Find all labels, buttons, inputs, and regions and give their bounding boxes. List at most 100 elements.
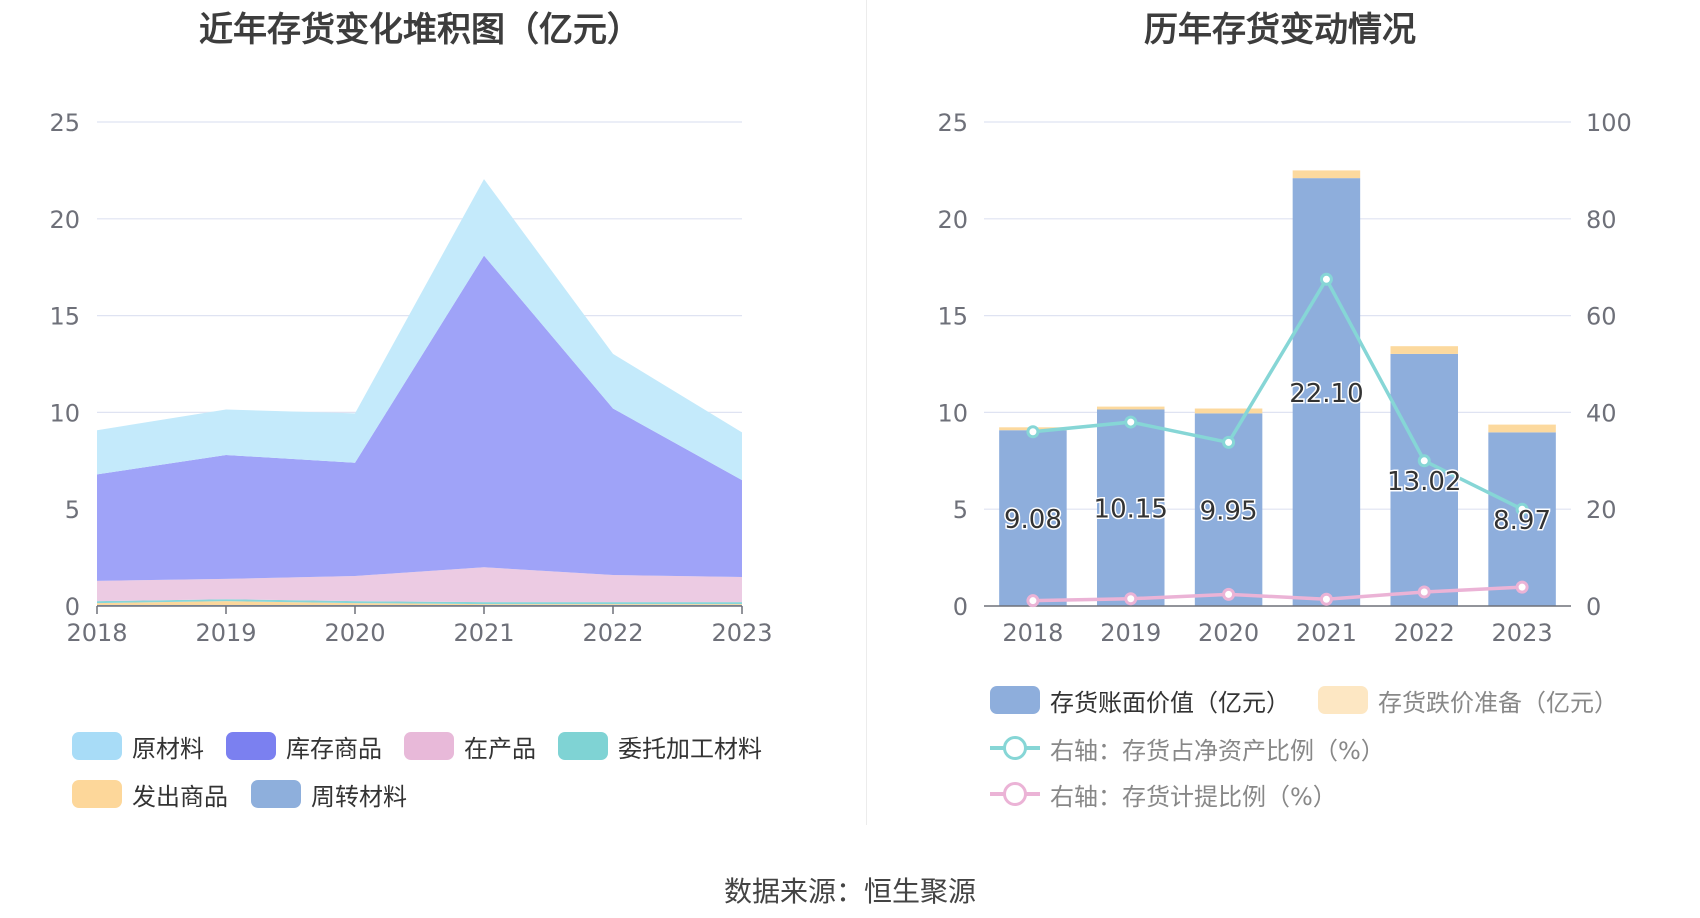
x-tick-label: 2022 bbox=[1394, 619, 1455, 647]
bar-存货跌价准备（亿元） bbox=[1292, 170, 1361, 179]
legend-label: 存货账面价值（亿元） bbox=[1050, 688, 1290, 717]
legend-label: 周转材料 bbox=[311, 782, 407, 811]
legend-swatch bbox=[990, 734, 1040, 762]
x-tick-label: 2018 bbox=[1002, 619, 1063, 647]
legend-label: 发出商品 bbox=[132, 782, 228, 811]
line-point bbox=[1124, 415, 1138, 429]
bar-存货跌价准备（亿元） bbox=[1488, 424, 1556, 433]
legend-item[interactable]: 存货跌价准备（亿元） bbox=[1318, 683, 1618, 717]
line-右轴：存货占净资产比例（%） bbox=[1032, 275, 1523, 511]
x-tick-label: 2022 bbox=[582, 619, 643, 647]
x-tick-label: 2021 bbox=[453, 619, 514, 647]
legend-item[interactable]: 库存商品 bbox=[226, 729, 382, 763]
bar-value-label: 9.95 bbox=[1200, 497, 1258, 527]
legend-item[interactable]: 在产品 bbox=[404, 729, 536, 763]
y-tick-label: 25 bbox=[937, 109, 968, 137]
bar-存货账面价值（亿元） bbox=[1488, 432, 1556, 606]
legend-item[interactable]: 周转材料 bbox=[251, 777, 407, 811]
line-point bbox=[1124, 592, 1138, 606]
line-point bbox=[1515, 580, 1529, 594]
bar-存货跌价准备（亿元） bbox=[1096, 406, 1165, 410]
line-point bbox=[1222, 435, 1236, 449]
legend-swatch bbox=[558, 732, 608, 760]
bar-存货账面价值（亿元） bbox=[1096, 409, 1165, 606]
y2-tick-label: 60 bbox=[1586, 303, 1617, 331]
bar-存货跌价准备（亿元） bbox=[1194, 408, 1263, 414]
legend-label: 原材料 bbox=[132, 734, 204, 763]
x-tick-label: 2019 bbox=[195, 619, 256, 647]
y-tick-label: 0 bbox=[953, 593, 968, 621]
y2-tick-label: 0 bbox=[1586, 593, 1601, 621]
legend-swatch bbox=[990, 780, 1040, 808]
legend-label: 存货跌价准备（亿元） bbox=[1378, 688, 1618, 717]
bar-存货账面价值（亿元） bbox=[1292, 178, 1361, 607]
y-tick-label: 20 bbox=[937, 206, 968, 234]
area-发出商品 bbox=[97, 601, 742, 606]
bar-value-label: 22.10 bbox=[1289, 379, 1363, 409]
line-point bbox=[1319, 592, 1333, 606]
right-bar-line-chart: 0 0 5 20 10 40 15 60 20 80 25 100 2018 2019 2020 2021 20… bbox=[937, 109, 1632, 647]
y-tick-label: 5 bbox=[65, 496, 80, 524]
legend-item[interactable]: 右轴：存货计提比例（%） bbox=[990, 777, 1337, 811]
y-tick-label: 15 bbox=[49, 303, 80, 331]
legend-label: 库存商品 bbox=[286, 734, 382, 763]
legend-label: 在产品 bbox=[464, 734, 536, 763]
line-point bbox=[1417, 585, 1431, 599]
line-point bbox=[1026, 425, 1040, 439]
legend-item[interactable]: 发出商品 bbox=[72, 777, 228, 811]
legend-label: 右轴：存货占净资产比例（%） bbox=[1050, 736, 1385, 765]
legend-swatch bbox=[72, 780, 122, 808]
area-委托加工材料 bbox=[97, 599, 742, 605]
right-chart-title: 历年存货变动情况 bbox=[1144, 10, 1416, 50]
legend-item[interactable]: 原材料 bbox=[72, 729, 204, 763]
x-tick-label: 2021 bbox=[1296, 619, 1357, 647]
x-tick-label: 2020 bbox=[324, 619, 385, 647]
x-tick-label: 2019 bbox=[1100, 619, 1161, 647]
line-point bbox=[1515, 502, 1529, 516]
left-chart-title: 近年存货变化堆积图（亿元） bbox=[199, 10, 641, 50]
line-point bbox=[1222, 587, 1236, 601]
y-tick-label: 25 bbox=[49, 109, 80, 137]
x-tick-label: 2023 bbox=[711, 619, 772, 647]
line-point bbox=[1026, 594, 1040, 608]
y-tick-label: 15 bbox=[937, 303, 968, 331]
y-tick-label: 10 bbox=[937, 399, 968, 427]
legend-swatch bbox=[1318, 686, 1368, 714]
legend-item[interactable]: 存货账面价值（亿元） bbox=[990, 683, 1290, 717]
data-source-note: 数据来源：恒生聚源 bbox=[723, 875, 976, 908]
left-stacked-area-chart: 0 5 10 15 20 25 2018 2019 2020 2021 2022 2023 bbox=[49, 109, 772, 647]
y-tick-label: 0 bbox=[65, 593, 80, 621]
legend-item[interactable]: 委托加工材料 bbox=[558, 729, 762, 763]
panel-divider bbox=[866, 0, 867, 825]
area-在产品 bbox=[97, 567, 742, 603]
bar-value-label: 13.02 bbox=[1387, 467, 1461, 497]
legend-label: 右轴：存货计提比例（%） bbox=[1050, 782, 1337, 811]
legend-swatch bbox=[251, 780, 301, 808]
x-tick-label: 2023 bbox=[1492, 619, 1553, 647]
y2-tick-label: 80 bbox=[1586, 206, 1617, 234]
y-tick-label: 10 bbox=[49, 399, 80, 427]
line-point bbox=[1417, 454, 1431, 468]
y-tick-label: 20 bbox=[49, 206, 80, 234]
y-tick-label: 5 bbox=[953, 496, 968, 524]
y2-tick-label: 40 bbox=[1586, 399, 1617, 427]
legend-item[interactable]: 右轴：存货占净资产比例（%） bbox=[990, 731, 1385, 765]
legend-label: 委托加工材料 bbox=[618, 734, 762, 763]
bar-value-label: 10.15 bbox=[1094, 495, 1168, 525]
bar-value-label: 8.97 bbox=[1493, 506, 1551, 536]
line-point bbox=[1319, 272, 1333, 286]
bar-存货账面价值（亿元） bbox=[1390, 353, 1459, 606]
x-tick-label: 2020 bbox=[1198, 619, 1259, 647]
line-右轴：存货计提比例（%） bbox=[1032, 585, 1523, 603]
area-库存商品 bbox=[97, 255, 742, 581]
x-tick-label: 2018 bbox=[66, 619, 127, 647]
y2-tick-label: 20 bbox=[1586, 496, 1617, 524]
legend-swatch bbox=[72, 732, 122, 760]
bar-存货跌价准备（亿元） bbox=[1390, 346, 1459, 354]
legend-swatch bbox=[990, 686, 1040, 714]
bar-value-label: 9.08 bbox=[1004, 505, 1062, 535]
legend-swatch bbox=[226, 732, 276, 760]
legend-swatch bbox=[404, 732, 454, 760]
area-原材料 bbox=[97, 179, 742, 481]
y2-tick-label: 100 bbox=[1586, 109, 1632, 137]
